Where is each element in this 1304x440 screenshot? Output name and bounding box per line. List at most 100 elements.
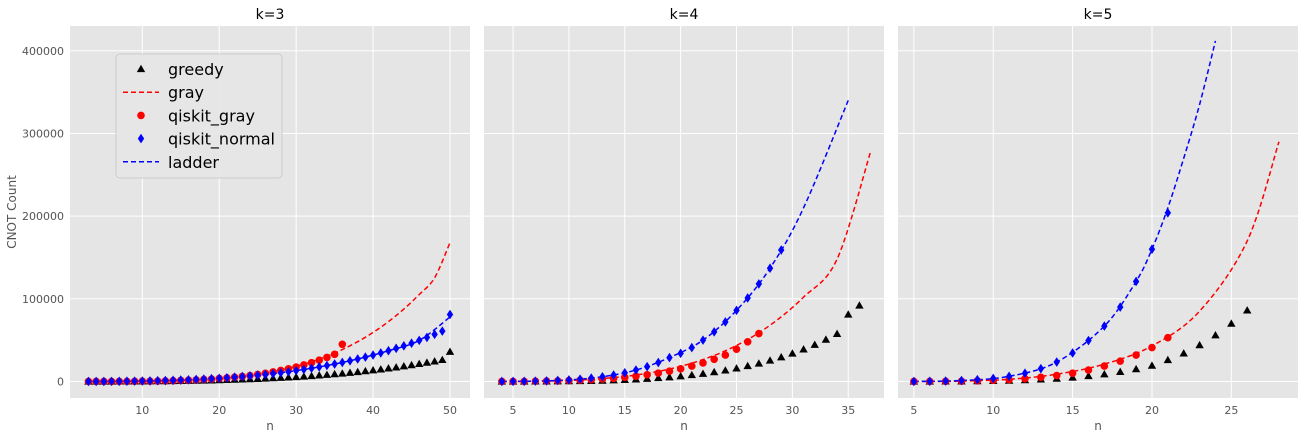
- data-point-greedy: [299, 372, 309, 380]
- data-point-qiskit_gray: [643, 370, 651, 379]
- data-point-qiskit_gray: [710, 355, 718, 364]
- data-point-greedy: [368, 366, 378, 374]
- data-point-greedy: [855, 301, 864, 309]
- data-point-qiskit_normal: [331, 359, 338, 369]
- data-point-qiskit_normal: [400, 341, 408, 351]
- data-point-qiskit_normal: [408, 338, 415, 348]
- data-point-qiskit_normal: [292, 365, 300, 376]
- data-point-qiskit_gray: [755, 329, 763, 338]
- plot-background: [484, 26, 884, 398]
- data-point-greedy: [291, 372, 301, 381]
- data-point-qiskit_normal: [632, 365, 640, 375]
- data-point-greedy: [665, 372, 674, 381]
- legend-entry: qiskit_gray: [137, 106, 255, 126]
- data-point-greedy: [322, 370, 332, 378]
- data-point-qiskit_normal: [154, 375, 161, 386]
- data-point-greedy: [765, 356, 775, 364]
- data-point-qiskit_normal: [498, 376, 506, 387]
- y-tick-label: 300000: [22, 127, 64, 140]
- data-point-qiskit_normal: [1101, 321, 1108, 331]
- data-point-qiskit_normal: [1148, 244, 1156, 254]
- data-point-qiskit_normal: [942, 376, 949, 386]
- x-tick-label: 35: [841, 404, 855, 417]
- data-point-greedy: [407, 360, 416, 369]
- data-point-greedy: [1100, 369, 1109, 378]
- data-point-greedy: [810, 340, 819, 348]
- data-point-greedy: [777, 352, 786, 361]
- data-point-qiskit_normal: [169, 375, 177, 386]
- data-point-greedy: [1084, 371, 1093, 380]
- data-point-qiskit_gray: [1132, 351, 1140, 359]
- data-point-qiskit_gray: [1100, 362, 1109, 370]
- x-tick-label: 50: [443, 404, 457, 417]
- data-point-qiskit_gray: [665, 367, 674, 375]
- data-point-qiskit_normal: [1164, 208, 1172, 218]
- x-tick-label: 15: [618, 404, 632, 417]
- y-tick-label: 0: [57, 375, 64, 388]
- data-point-greedy: [284, 373, 293, 381]
- data-point-greedy: [709, 367, 719, 376]
- data-point-qiskit_gray: [1084, 366, 1093, 374]
- x-tick-label: 20: [1145, 404, 1159, 417]
- data-point-greedy: [1227, 319, 1236, 327]
- data-point-qiskit_normal: [588, 373, 595, 383]
- legend-box: [115, 53, 283, 179]
- data-point-qiskit_normal: [316, 362, 323, 372]
- data-point-qiskit_normal: [1037, 363, 1045, 374]
- data-point-greedy: [353, 367, 362, 376]
- x-axis-label: n: [680, 419, 688, 433]
- data-point-qiskit_normal: [446, 309, 454, 320]
- data-point-qiskit_normal: [354, 354, 361, 364]
- data-point-qiskit_normal: [610, 370, 617, 380]
- data-point-qiskit_gray: [315, 356, 324, 364]
- x-tick-label: 30: [785, 404, 799, 417]
- data-point-qiskit_normal: [621, 367, 628, 378]
- data-point-greedy: [676, 371, 685, 380]
- data-point-qiskit_normal: [346, 356, 354, 366]
- data-point-greedy: [754, 359, 764, 367]
- data-point-qiskit_gray: [1148, 343, 1156, 352]
- x-tick-label: 10: [986, 404, 1000, 417]
- legend-label: qiskit_normal: [168, 130, 275, 150]
- x-axis-label: n: [266, 419, 274, 433]
- data-point-qiskit_normal: [308, 363, 315, 374]
- data-point-qiskit_normal: [1053, 357, 1060, 367]
- data-point-qiskit_normal: [576, 374, 584, 384]
- data-point-qiskit_gray: [632, 372, 640, 380]
- data-point-qiskit_normal: [162, 375, 169, 386]
- data-point-greedy: [391, 363, 401, 371]
- data-point-greedy: [422, 358, 432, 366]
- data-point-qiskit_normal: [239, 371, 246, 382]
- data-point-qiskit_normal: [362, 352, 369, 362]
- data-point-qiskit_normal: [722, 317, 729, 327]
- data-point-qiskit_gray: [676, 365, 685, 373]
- data-point-qiskit_normal: [192, 374, 200, 385]
- data-point-greedy: [1243, 306, 1252, 314]
- data-point-qiskit_normal: [431, 329, 438, 340]
- x-axis-label: n: [1094, 419, 1102, 433]
- panel-title: k=3: [256, 7, 285, 23]
- data-point-qiskit_normal: [699, 335, 707, 345]
- data-point-qiskit_normal: [139, 376, 146, 386]
- data-point-qiskit_normal: [269, 368, 277, 379]
- data-point-qiskit_gray: [330, 350, 339, 359]
- data-point-qiskit_gray: [654, 369, 663, 377]
- data-point-qiskit_normal: [554, 375, 561, 386]
- panel-k5: 5 10 15 20 25 k=5 n: [898, 7, 1298, 433]
- data-point-qiskit_normal: [778, 245, 785, 255]
- x-tick-label: 20: [674, 404, 688, 417]
- data-point-qiskit_normal: [1085, 335, 1092, 346]
- plot-background: [898, 26, 1298, 398]
- data-point-qiskit_normal: [974, 374, 981, 385]
- x-tick-label: 5: [510, 404, 517, 417]
- plot-area: [84, 242, 455, 387]
- y-tick-label: 400000: [22, 45, 64, 58]
- data-point-qiskit_normal: [910, 376, 918, 387]
- panel-title: k=5: [1084, 7, 1113, 23]
- data-point-greedy: [687, 370, 697, 379]
- y-axis-label: CNOT Count: [5, 175, 19, 249]
- data-point-qiskit_normal: [1005, 371, 1013, 382]
- data-point-greedy: [844, 310, 853, 318]
- data-point-qiskit_normal: [339, 357, 346, 368]
- data-point-qiskit_normal: [655, 357, 662, 368]
